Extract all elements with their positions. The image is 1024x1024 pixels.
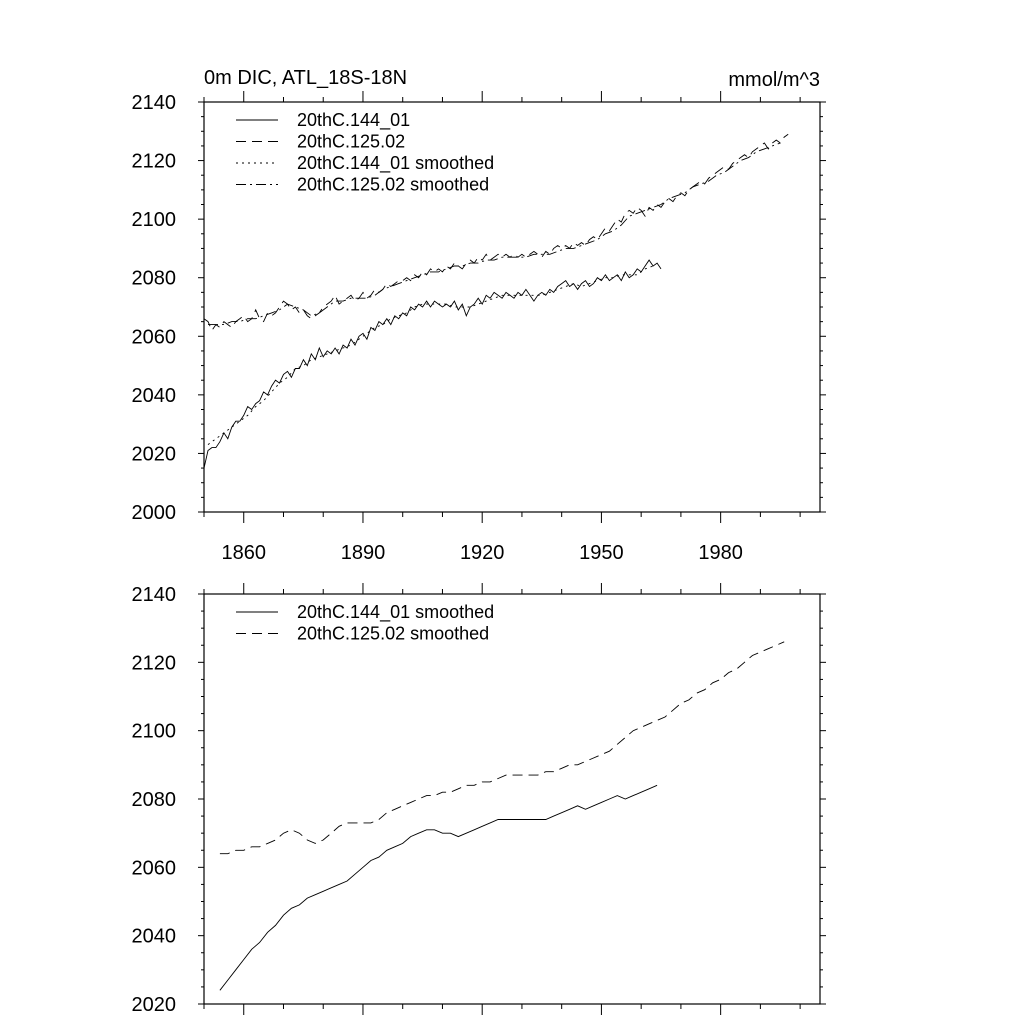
x-tick-label: 1860 xyxy=(221,542,266,564)
series-line-3 xyxy=(207,265,654,445)
chart-title: 0m DIC, ATL_18S-18N xyxy=(204,67,407,89)
y-tick-label: 2080 xyxy=(132,789,177,811)
bottom-panel: 2020 2040 2060 2080 2100 2120 2140 20thC.144_0… xyxy=(132,583,826,1016)
y-tick-label: 2060 xyxy=(132,326,177,348)
series-line-2 xyxy=(219,641,785,855)
y-tick-label: 2140 xyxy=(132,92,177,114)
y-tick-label: 2120 xyxy=(132,151,177,173)
y-tick-label: 2080 xyxy=(132,268,177,290)
top-panel: 0m DIC, ATL_18S-18N mmol/m^3 2000 2020 204… xyxy=(132,67,826,564)
bottom-panel-ticks: 2020 2040 2060 2080 2100 2120 2140 xyxy=(132,583,826,1016)
legend-label-2: 20thC.125.02 smoothed xyxy=(297,624,489,644)
top-panel-series xyxy=(203,133,789,469)
legend-label-4: 20thC.125.02 smoothed xyxy=(297,175,489,195)
y-tick-label: 2060 xyxy=(132,857,177,879)
legend-label-2: 20thC.125.02 xyxy=(297,132,405,152)
y-tick-label: 2140 xyxy=(132,584,177,606)
chart-units: mmol/m^3 xyxy=(728,69,820,91)
y-tick-label: 2100 xyxy=(132,721,177,743)
y-tick-label: 2120 xyxy=(132,652,177,674)
legend-label-1: 20thC.144_01 smoothed xyxy=(297,602,494,623)
top-panel-ticks: 2000 2020 2040 2060 2080 2100 2120 2140 1860 1890… xyxy=(132,91,826,564)
x-tick-label: 1950 xyxy=(579,542,624,564)
bottom-panel-series xyxy=(219,641,785,991)
y-tick-label: 2100 xyxy=(132,209,177,231)
x-tick-label: 1890 xyxy=(341,542,386,564)
y-tick-label: 2000 xyxy=(132,502,177,524)
x-tick-label: 1920 xyxy=(460,542,505,564)
x-tick-label: 1980 xyxy=(698,542,743,564)
series-line-4 xyxy=(208,142,781,326)
legend-label-3: 20thC.144_01 smoothed xyxy=(297,153,494,174)
top-panel-frame xyxy=(203,101,821,513)
series-line-2 xyxy=(203,133,789,332)
y-tick-label: 2040 xyxy=(132,385,177,407)
y-tick-label: 2020 xyxy=(132,994,177,1016)
bottom-panel-frame xyxy=(203,593,821,1005)
legend-label-1: 20thC.144_01 xyxy=(297,110,410,131)
series-line-1 xyxy=(219,784,658,991)
y-tick-label: 2040 xyxy=(132,926,177,948)
y-tick-label: 2020 xyxy=(132,443,177,465)
